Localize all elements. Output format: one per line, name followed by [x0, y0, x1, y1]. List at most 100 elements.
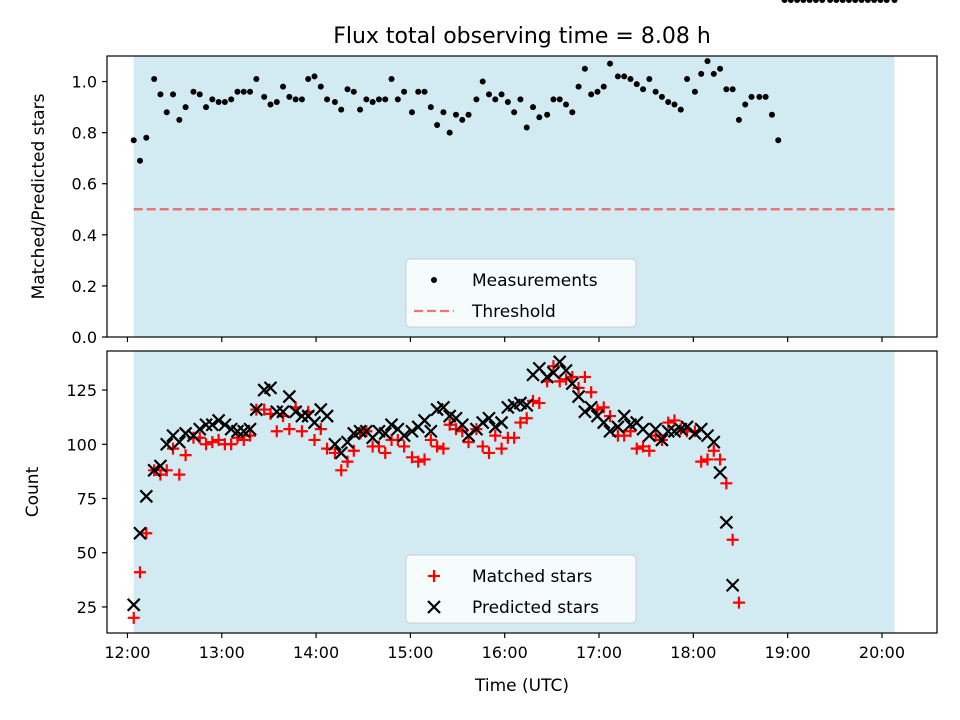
measurement-point	[845, 0, 852, 3]
predicted-star-point	[384, 417, 399, 432]
measurement-point	[446, 129, 453, 136]
measurement-point	[485, 91, 492, 98]
measurement-point	[768, 111, 775, 118]
predicted-star-point	[147, 463, 161, 478]
predicted-star-point	[552, 355, 567, 369]
measurement-point	[421, 88, 428, 95]
measurement-point	[221, 98, 228, 105]
measurement-point	[530, 104, 537, 111]
measurement-point	[228, 96, 235, 103]
predicted-star-point	[546, 365, 561, 380]
measurement-point	[877, 0, 884, 3]
count-panel-frame	[106, 350, 938, 634]
predicted-star-point	[688, 426, 702, 441]
x-axis-label: Time (UTC)	[474, 676, 569, 696]
legend-label: Matched stars	[472, 567, 592, 587]
matched-star-point	[270, 425, 283, 438]
matched-star-point	[431, 440, 444, 453]
measurement-point	[633, 81, 640, 88]
predicted-star-point	[199, 417, 213, 432]
matched-star-point	[200, 438, 213, 451]
matched-star-point	[341, 455, 354, 468]
predicted-star-point	[482, 411, 496, 426]
matched-star-point	[206, 436, 219, 449]
measurement-point	[523, 124, 530, 131]
matched-star-point	[443, 418, 456, 431]
legend-frame	[405, 258, 637, 328]
predicted-star-point	[578, 404, 592, 419]
x-tick-label: 17:00	[576, 643, 622, 662]
measurement-point	[883, 0, 890, 3]
predicted-star-point	[661, 424, 675, 439]
chart-title: Flux total observing time = 8.08 h	[333, 24, 711, 49]
ratio-panel: 0.0 0.2 0.4 0.6 0.8 1.0 Matched/Predicted sta…	[29, 0, 938, 347]
matched-star-point	[520, 412, 533, 425]
measurement-point	[163, 109, 170, 116]
matched-star-point	[244, 429, 257, 442]
measurement-point	[839, 0, 846, 3]
measurement-point	[261, 93, 268, 100]
matched-star-point	[424, 433, 437, 446]
predicted-star-point	[713, 465, 727, 480]
legend-label: Threshold	[471, 302, 556, 322]
predicted-star-point	[230, 424, 245, 439]
ratio-y-ticks: 0.0 0.2 0.4 0.6 0.8 1.0	[72, 73, 107, 347]
measurement-point	[594, 88, 601, 95]
measurement-point	[369, 98, 376, 105]
count-y-ticks: 25 50 75 100 125	[66, 381, 107, 617]
y-tick-label: 50	[77, 544, 97, 563]
predicted-star-point	[205, 417, 220, 432]
measurement-point	[143, 134, 150, 141]
matched-star-point	[514, 416, 527, 429]
measurement-point	[891, 0, 898, 3]
measurement-point	[357, 106, 364, 113]
measurement-point	[234, 88, 241, 95]
predicted-star-point	[455, 417, 470, 432]
measurement-point	[492, 96, 499, 103]
x-tick-label: 20:00	[859, 643, 905, 662]
matched-star-point	[347, 444, 360, 457]
measurement-point	[511, 109, 518, 116]
count-x-ticks: 12:00 13:00 14:00 15:00 16:00 17:00 18:00 19:00…	[104, 633, 905, 662]
measurement-point	[704, 58, 711, 65]
ratio-y-axis-label: Matched/Predicted stars	[29, 93, 49, 299]
predicted-star-point	[320, 409, 334, 423]
predicted-star-point	[719, 515, 734, 530]
matched-star-point	[604, 410, 617, 423]
matched-star-point	[649, 429, 662, 442]
predicted-star-point	[405, 424, 419, 439]
measurement-point	[819, 0, 826, 3]
measurement-point	[748, 93, 755, 100]
measurement-point	[729, 86, 736, 93]
measurement-point	[157, 91, 164, 98]
measurement-point	[286, 93, 293, 100]
measurement-point	[710, 70, 717, 77]
predicted-star-point	[565, 376, 580, 391]
measurement-point	[338, 106, 345, 113]
predicted-stars-series	[126, 355, 740, 612]
measurement-point	[787, 0, 794, 3]
predicted-star-point	[295, 409, 309, 423]
matched-star-point	[566, 371, 579, 384]
measurement-point	[806, 0, 813, 3]
predicted-star-point	[243, 422, 257, 436]
matched-star-point	[335, 464, 348, 477]
measurement-point	[775, 137, 782, 144]
measurement-point	[691, 88, 698, 95]
measurement-point	[344, 86, 351, 93]
measurement-point	[190, 88, 197, 95]
predicted-star-point	[192, 422, 207, 436]
measurement-point	[298, 96, 305, 103]
matched-star-point	[379, 446, 392, 459]
legend-predicted-marker	[427, 600, 441, 614]
count-y-axis-label: Count	[23, 466, 43, 517]
predicted-star-point	[475, 415, 490, 430]
measurement-point	[665, 98, 672, 105]
matched-star-point	[462, 436, 475, 449]
matched-star-point	[231, 431, 244, 444]
matched-star-point	[726, 533, 739, 546]
measurement-point	[723, 86, 730, 93]
matched-star-point	[585, 386, 598, 399]
matched-star-point	[707, 444, 720, 457]
matched-star-point	[701, 453, 714, 466]
